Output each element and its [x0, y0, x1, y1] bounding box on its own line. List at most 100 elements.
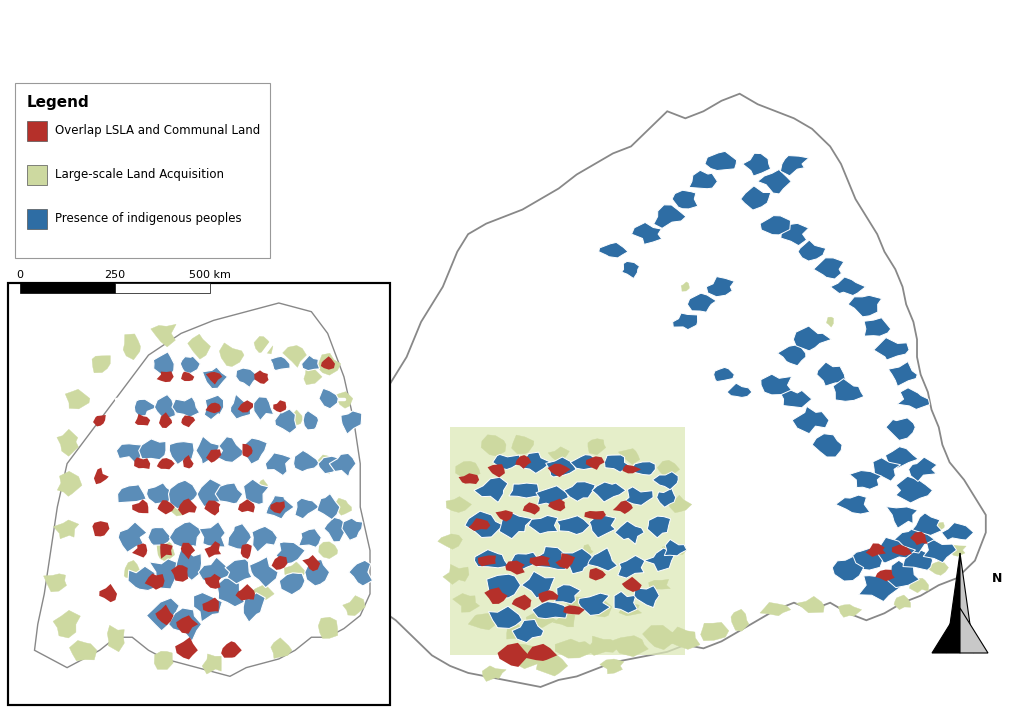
Polygon shape: [894, 595, 910, 610]
Polygon shape: [507, 623, 528, 639]
Polygon shape: [147, 528, 171, 545]
Polygon shape: [512, 595, 531, 610]
Polygon shape: [858, 575, 903, 602]
Polygon shape: [564, 597, 587, 608]
Polygon shape: [446, 497, 471, 513]
Polygon shape: [555, 553, 575, 569]
Polygon shape: [144, 573, 165, 590]
Polygon shape: [700, 622, 729, 641]
Polygon shape: [205, 541, 221, 558]
Polygon shape: [204, 395, 223, 420]
Bar: [27, 209, 47, 229]
Polygon shape: [181, 416, 196, 427]
Polygon shape: [496, 511, 513, 522]
Polygon shape: [318, 456, 339, 473]
Polygon shape: [865, 543, 886, 557]
Polygon shape: [798, 240, 826, 261]
Polygon shape: [631, 462, 655, 475]
Polygon shape: [335, 391, 352, 409]
Polygon shape: [197, 479, 223, 507]
Polygon shape: [139, 439, 166, 460]
Polygon shape: [760, 602, 791, 616]
Polygon shape: [316, 542, 338, 558]
Polygon shape: [548, 447, 569, 461]
Polygon shape: [847, 548, 883, 570]
Polygon shape: [236, 584, 255, 600]
Polygon shape: [681, 282, 689, 291]
Polygon shape: [275, 542, 305, 564]
Polygon shape: [600, 659, 624, 674]
Polygon shape: [324, 518, 349, 542]
Polygon shape: [108, 625, 124, 652]
Polygon shape: [539, 590, 558, 602]
Polygon shape: [836, 495, 870, 514]
Polygon shape: [912, 513, 942, 535]
Polygon shape: [604, 455, 630, 472]
Polygon shape: [793, 406, 829, 434]
Polygon shape: [150, 559, 180, 589]
Bar: [115, 283, 210, 293]
Bar: [8, 283, 390, 705]
Polygon shape: [44, 574, 67, 592]
Polygon shape: [839, 605, 861, 617]
Polygon shape: [622, 577, 642, 592]
Polygon shape: [817, 362, 846, 386]
Polygon shape: [563, 605, 585, 615]
Polygon shape: [886, 560, 920, 588]
Polygon shape: [557, 515, 590, 535]
Polygon shape: [478, 555, 496, 566]
Polygon shape: [250, 557, 279, 588]
Text: Presence of indigenous peoples: Presence of indigenous peoples: [55, 212, 242, 225]
Polygon shape: [850, 471, 882, 489]
Polygon shape: [271, 638, 292, 658]
Polygon shape: [506, 560, 524, 575]
Polygon shape: [35, 303, 370, 677]
Polygon shape: [299, 528, 322, 548]
Polygon shape: [128, 566, 156, 590]
Polygon shape: [160, 544, 173, 559]
Polygon shape: [151, 324, 176, 347]
Polygon shape: [618, 603, 642, 616]
Polygon shape: [498, 643, 529, 667]
Polygon shape: [707, 277, 734, 297]
Polygon shape: [146, 598, 179, 631]
Bar: [27, 165, 47, 185]
Polygon shape: [929, 560, 948, 575]
Polygon shape: [522, 503, 540, 515]
Polygon shape: [872, 458, 901, 481]
Bar: [20, 283, 115, 293]
Polygon shape: [203, 367, 227, 389]
Polygon shape: [227, 523, 251, 550]
Polygon shape: [273, 400, 287, 412]
Polygon shape: [876, 570, 895, 581]
Polygon shape: [933, 523, 944, 530]
Polygon shape: [894, 525, 935, 553]
Polygon shape: [169, 608, 202, 641]
Polygon shape: [553, 611, 575, 627]
Polygon shape: [283, 346, 306, 367]
Polygon shape: [486, 574, 520, 598]
Polygon shape: [590, 515, 615, 538]
Polygon shape: [613, 636, 648, 657]
Polygon shape: [342, 518, 362, 540]
Polygon shape: [254, 397, 273, 421]
Polygon shape: [172, 397, 200, 417]
Polygon shape: [305, 560, 330, 586]
Polygon shape: [124, 560, 140, 579]
Polygon shape: [742, 153, 771, 176]
Polygon shape: [274, 409, 297, 434]
Polygon shape: [206, 403, 221, 414]
Polygon shape: [672, 190, 698, 209]
Polygon shape: [70, 640, 97, 661]
Polygon shape: [612, 501, 633, 514]
Polygon shape: [564, 482, 595, 501]
Polygon shape: [244, 593, 265, 622]
Polygon shape: [623, 465, 641, 473]
Polygon shape: [546, 457, 577, 477]
Polygon shape: [830, 277, 865, 295]
Polygon shape: [194, 593, 222, 622]
Polygon shape: [521, 571, 555, 598]
Polygon shape: [731, 610, 749, 631]
Polygon shape: [797, 596, 824, 612]
Polygon shape: [903, 548, 933, 570]
